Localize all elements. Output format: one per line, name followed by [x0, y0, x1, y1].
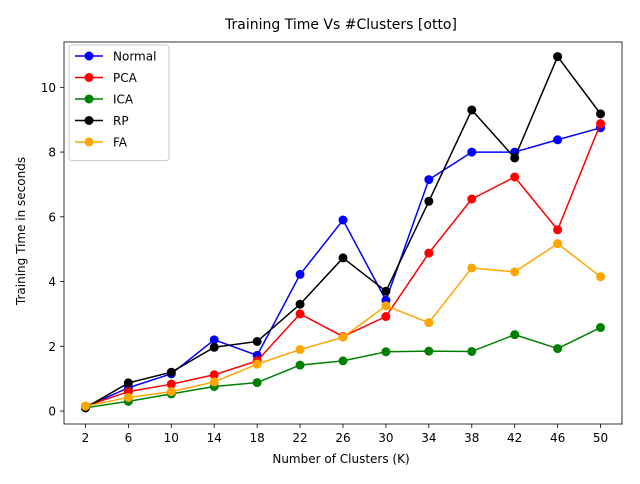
- data-point-normal: [467, 147, 477, 157]
- data-point-rp: [381, 286, 391, 296]
- y-tick-label: 2: [48, 340, 56, 354]
- data-point-ica: [338, 356, 348, 366]
- data-point-pca: [596, 119, 606, 129]
- data-point-ica: [381, 347, 391, 357]
- data-point-fa: [209, 377, 219, 387]
- data-point-normal: [338, 215, 348, 225]
- data-point-normal: [209, 335, 219, 345]
- x-tick-label: 2: [82, 431, 90, 445]
- data-point-rp: [596, 109, 606, 119]
- legend-marker-fa: [84, 137, 94, 147]
- data-point-fa: [510, 267, 520, 277]
- data-point-rp: [123, 378, 133, 388]
- y-tick-label: 4: [48, 275, 56, 289]
- x-tick-label: 14: [207, 431, 222, 445]
- legend-label-pca: PCA: [113, 71, 138, 85]
- data-point-ica: [424, 346, 434, 356]
- data-point-ica: [553, 344, 563, 354]
- x-tick-label: 6: [125, 431, 133, 445]
- data-point-pca: [510, 172, 520, 182]
- data-point-rp: [166, 367, 176, 377]
- data-point-rp: [295, 299, 305, 309]
- data-point-ica: [295, 360, 305, 370]
- x-tick-label: 10: [164, 431, 179, 445]
- data-point-normal: [295, 269, 305, 279]
- data-point-rp: [338, 253, 348, 263]
- data-point-pca: [467, 194, 477, 204]
- x-tick-label: 22: [292, 431, 307, 445]
- legend-marker-pca: [84, 73, 94, 82]
- data-point-ica: [252, 378, 262, 388]
- y-tick-label: 6: [48, 210, 56, 224]
- legend-label-normal: Normal: [113, 50, 156, 64]
- x-tick-label: 18: [250, 431, 265, 445]
- data-point-fa: [252, 359, 262, 369]
- legend-marker-rp: [84, 116, 94, 125]
- data-point-fa: [596, 272, 606, 282]
- data-point-pca: [295, 309, 305, 319]
- legend-label-ica: ICA: [113, 93, 134, 107]
- data-point-rp: [553, 52, 563, 62]
- x-axis-label: Number of Clusters (K): [272, 452, 409, 466]
- data-point-fa: [381, 301, 391, 311]
- data-point-rp: [510, 153, 520, 163]
- data-point-pca: [424, 248, 434, 258]
- data-point-fa: [166, 387, 176, 397]
- x-tick-label: 46: [550, 431, 565, 445]
- data-point-fa: [80, 401, 90, 411]
- x-tick-label: 38: [464, 431, 479, 445]
- data-point-normal: [424, 175, 434, 185]
- chart-title: Training Time Vs #Clusters [otto]: [224, 17, 457, 33]
- legend: Normal PCA ICA RP FA: [68, 44, 170, 161]
- data-point-ica: [467, 346, 477, 356]
- legend-label-fa: FA: [113, 136, 128, 150]
- legend-label-rp: RP: [113, 114, 129, 128]
- data-point-pca: [381, 312, 391, 322]
- legend-marker-ica: [84, 94, 94, 104]
- data-point-fa: [553, 239, 563, 249]
- y-tick-label: 8: [48, 146, 56, 160]
- data-point-fa: [467, 263, 477, 273]
- data-point-rp: [209, 342, 219, 352]
- data-point-fa: [424, 318, 434, 328]
- data-point-pca: [553, 225, 563, 235]
- data-point-pca: [166, 379, 176, 389]
- legend-box: [68, 44, 170, 161]
- data-point-ica: [596, 323, 606, 333]
- x-tick-label: 34: [421, 431, 436, 445]
- legend-marker-normal: [84, 51, 94, 61]
- y-tick-label: 10: [41, 81, 56, 95]
- y-tick-label: 0: [48, 405, 56, 419]
- data-point-rp: [467, 105, 477, 115]
- data-point-fa: [338, 332, 348, 342]
- x-tick-label: 26: [335, 431, 350, 445]
- data-point-pca: [209, 370, 219, 380]
- x-tick-label: 30: [378, 431, 393, 445]
- data-point-rp: [424, 196, 434, 206]
- data-point-ica: [510, 330, 520, 340]
- data-point-normal: [553, 135, 563, 145]
- data-point-fa: [123, 392, 133, 402]
- data-point-rp: [252, 336, 262, 346]
- x-tick-label: 50: [593, 431, 608, 445]
- x-tick-label: 42: [507, 431, 522, 445]
- y-axis-label: Training Time in seconds: [14, 157, 28, 306]
- axes-frame: [63, 41, 623, 425]
- data-point-fa: [295, 345, 305, 355]
